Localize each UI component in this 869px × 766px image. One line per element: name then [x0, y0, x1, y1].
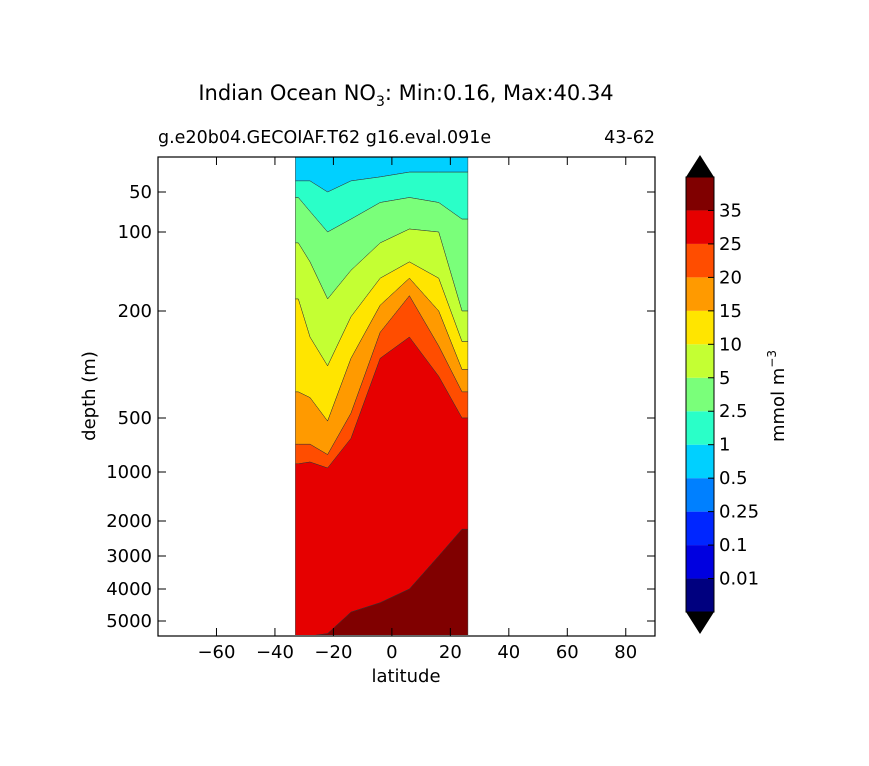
x-axis-label: latitude — [371, 666, 440, 687]
colorbar-tick-label: 2.5 — [719, 401, 748, 422]
x-tick-label: 40 — [497, 642, 520, 663]
x-tick-label: 80 — [614, 642, 637, 663]
colorbar-frame — [685, 176, 715, 613]
colorbar-label-prefix: mmol m — [768, 368, 789, 442]
x-tick-label: 60 — [556, 642, 579, 663]
colorbar-tick-label: 0.01 — [719, 569, 759, 590]
section-field — [295, 157, 469, 635]
x-tick-label: −60 — [197, 642, 235, 663]
x-tick-label: −20 — [314, 642, 352, 663]
colorbar-swatch — [686, 411, 714, 445]
y-axis: 50 100 200 500 1000 2000 3000 4000 5000 — [106, 182, 655, 632]
chart-title: Indian Ocean NO3: Min:0.16, Max:40.34 — [198, 81, 613, 110]
section-band — [315, 528, 469, 635]
colorbar-swatch — [686, 243, 714, 278]
colorbar-tick-label: 10 — [719, 334, 742, 355]
colorbar-label: mmol m−3 — [765, 350, 789, 442]
colorbar-swatch — [686, 377, 714, 412]
y-tick-label: 3000 — [106, 546, 152, 567]
colorbar-swatch — [686, 444, 714, 479]
y-tick-label: 2000 — [106, 511, 152, 532]
title-suffix: : Min:0.16, Max:40.34 — [385, 81, 614, 105]
colorbar-tick-label: 15 — [719, 301, 742, 322]
y-tick-label: 200 — [118, 301, 152, 322]
colorbar-swatch — [686, 210, 714, 244]
subtitle-right: 43-62 — [604, 128, 655, 148]
colorbar-swatch — [686, 310, 714, 345]
colorbar-tick-label: 5 — [719, 368, 730, 389]
colorbar-extend-min — [686, 612, 714, 634]
y-tick-label: 5000 — [106, 611, 152, 632]
x-axis: −60 −40 −20 0 20 40 60 80 — [197, 157, 637, 663]
colorbar-tick-label: 1 — [719, 435, 730, 456]
subtitle-left: g.e20b04.GECOIAF.T62 g16.eval.091e — [158, 128, 491, 148]
colorbar-swatch — [686, 177, 714, 211]
x-tick-label: −40 — [256, 642, 294, 663]
colorbar-swatch — [686, 545, 714, 579]
colorbar-tick-label: 25 — [719, 234, 742, 255]
y-axis-label: depth (m) — [79, 351, 100, 441]
y-tick-label: 500 — [118, 408, 152, 429]
plot-frame — [157, 156, 656, 637]
colorbar-swatch — [686, 511, 714, 546]
title-prefix: Indian Ocean NO — [198, 81, 376, 105]
y-tick-label: 4000 — [106, 579, 152, 600]
y-tick-label: 50 — [129, 182, 152, 203]
y-tick-label: 100 — [118, 222, 152, 243]
x-tick-label: 0 — [386, 642, 397, 663]
colorbar: 0.01 0.1 0.25 0.5 1 2.5 5 10 15 20 25 35 — [685, 155, 759, 634]
title-subscript: 3 — [376, 94, 385, 110]
colorbar-tick-label: 0.25 — [719, 502, 759, 523]
colorbar-swatch — [686, 578, 714, 612]
colorbar-tick-label: 35 — [719, 200, 742, 221]
colorbar-label-superscript: −3 — [765, 350, 779, 368]
colorbar-extend-max — [686, 155, 714, 177]
colorbar-tick-label: 0.1 — [719, 535, 748, 556]
y-tick-label: 1000 — [106, 462, 152, 483]
colorbar-swatch — [686, 277, 714, 311]
colorbar-swatch — [686, 478, 714, 512]
x-tick-label: 20 — [439, 642, 462, 663]
colorbar-tick-label: 0.5 — [719, 468, 748, 489]
colorbar-tick-label: 20 — [719, 267, 742, 288]
colorbar-swatch — [686, 344, 714, 378]
